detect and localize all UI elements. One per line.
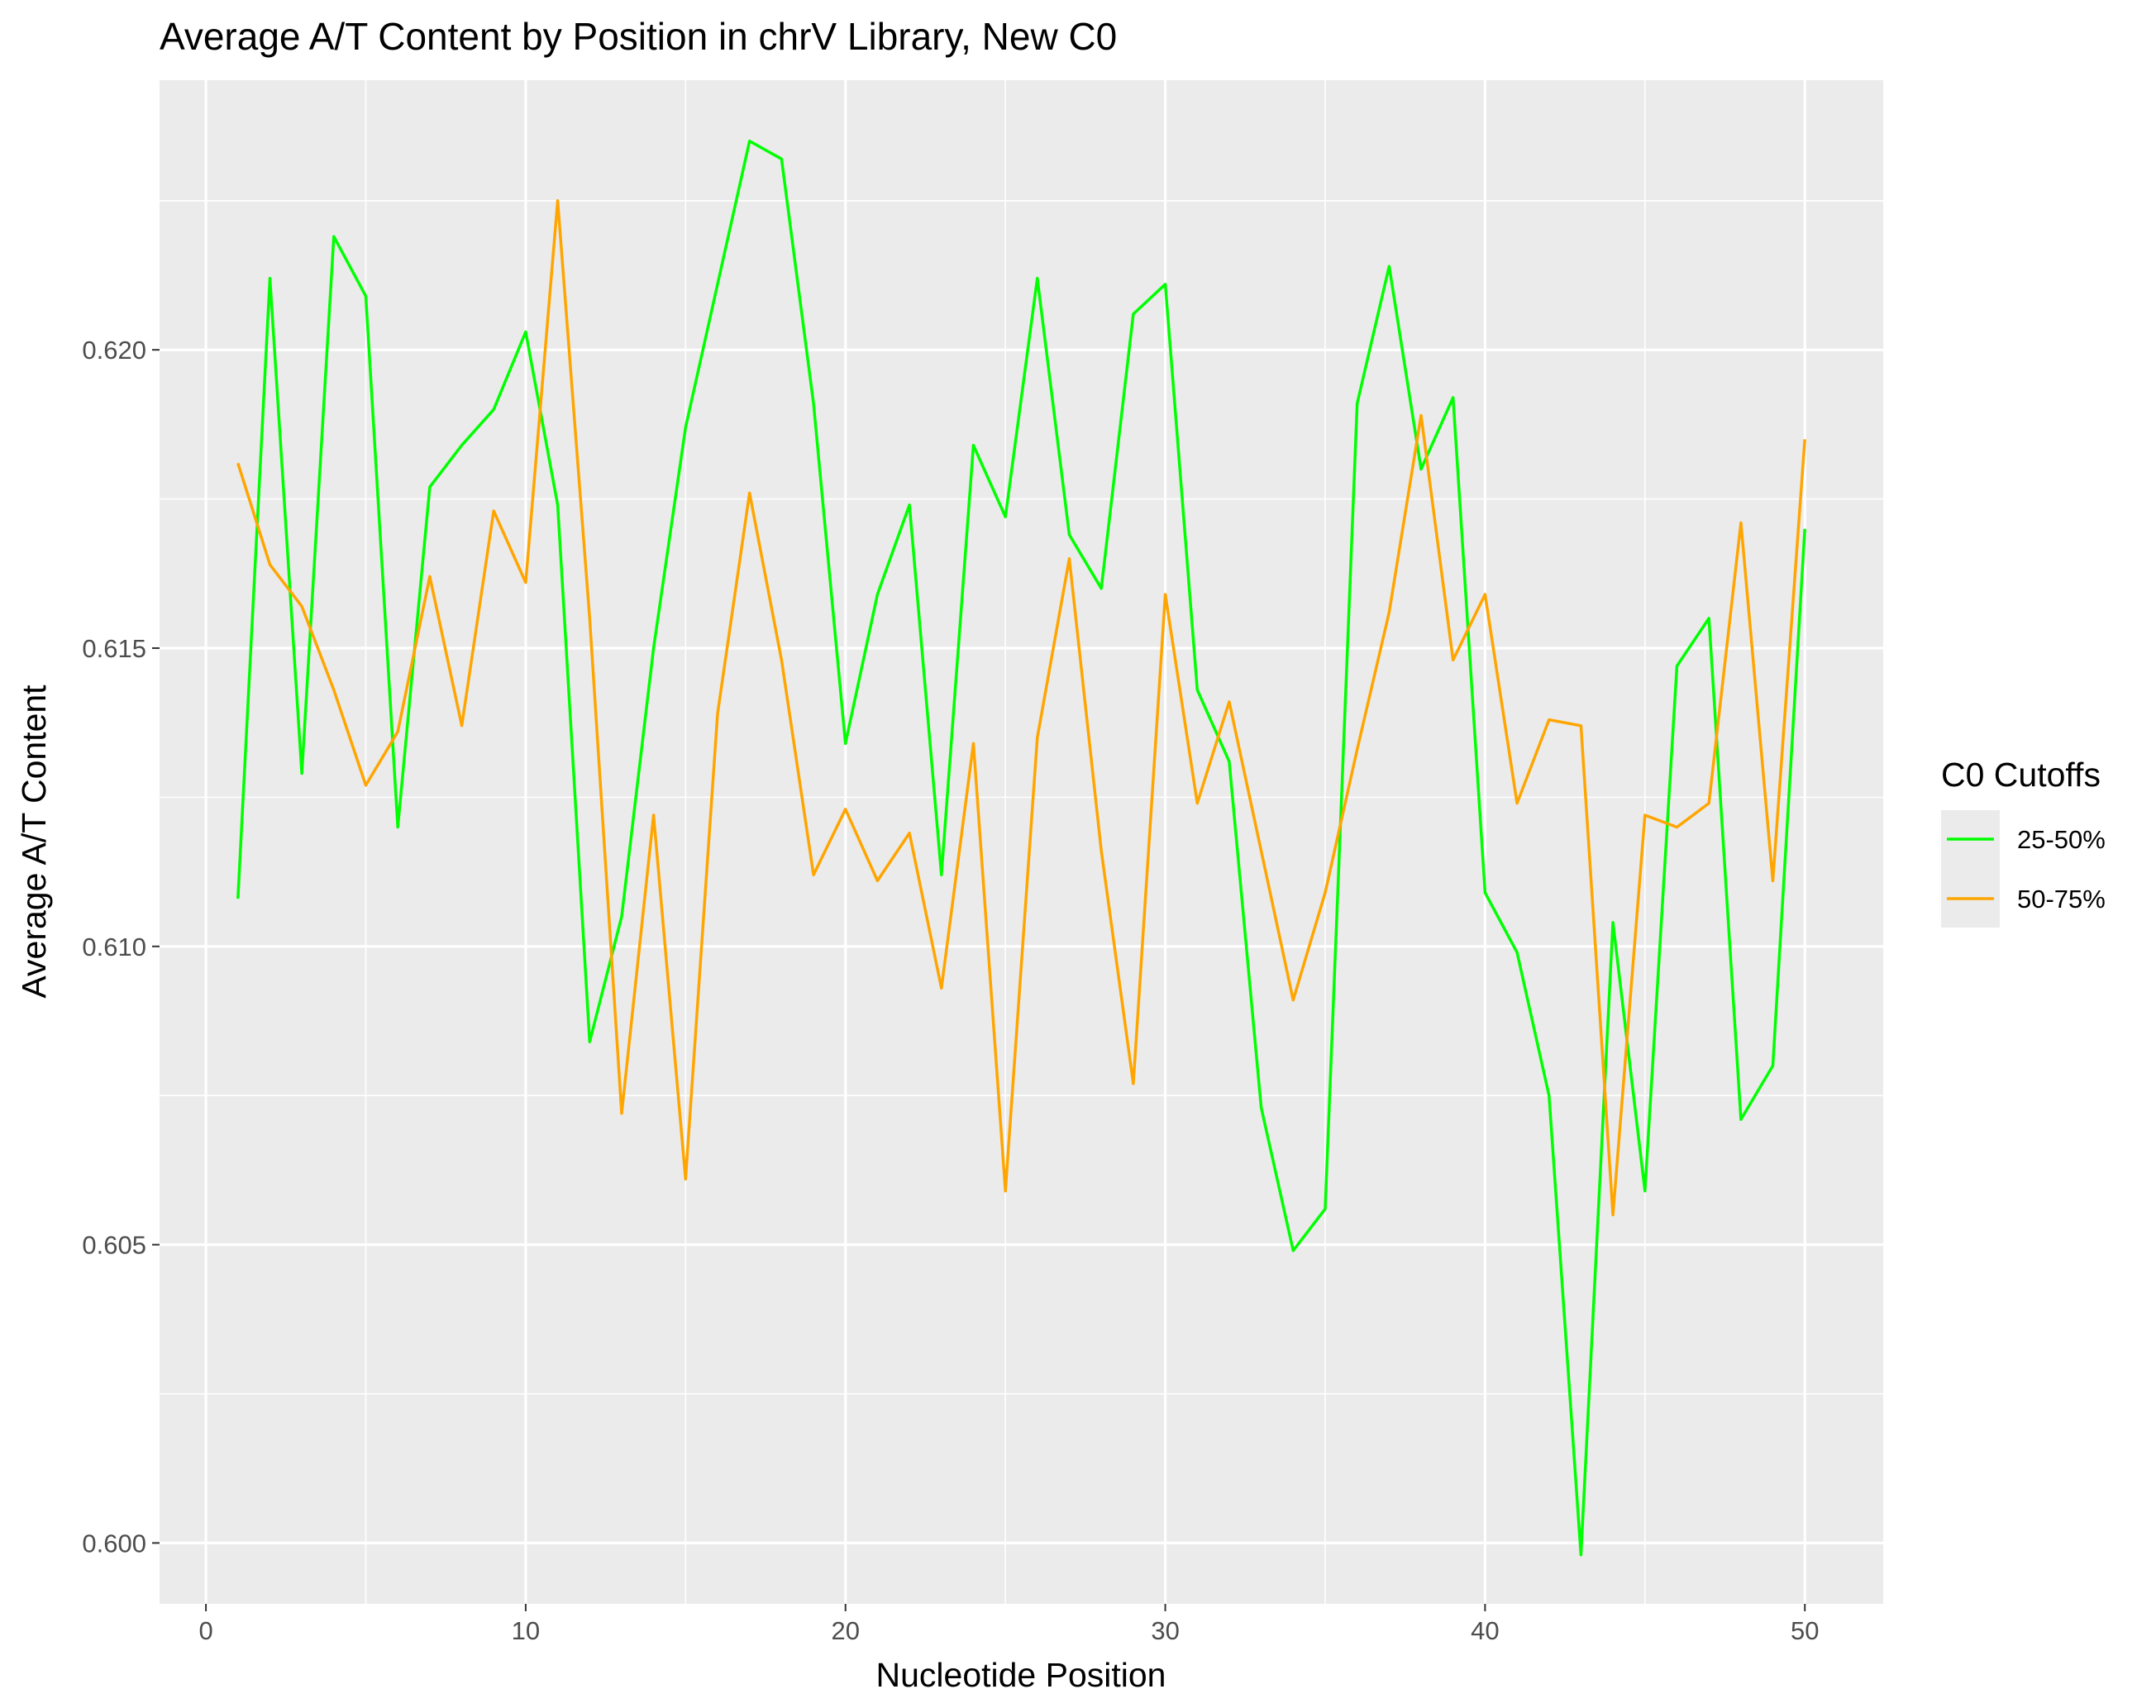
x-tick-label: 20	[832, 1616, 860, 1645]
x-axis-ticks: 0 10 20 30 40 50	[198, 1604, 1819, 1645]
chart-title: Average A/T Content by Position in chrV …	[160, 15, 1117, 58]
y-axis-label: Average A/T Content	[15, 685, 53, 999]
y-tick-label: 0.615	[82, 634, 146, 663]
legend-title: C0 Cutoffs	[1941, 756, 2101, 794]
legend-label: 50-75%	[2017, 885, 2106, 914]
x-tick-label: 10	[512, 1616, 540, 1645]
grid-minor	[160, 80, 1883, 1604]
x-axis-label: Nucleotide Position	[876, 1656, 1166, 1694]
y-tick-label: 0.610	[82, 933, 146, 961]
x-tick-label: 30	[1151, 1616, 1179, 1645]
y-tick-label: 0.605	[82, 1231, 146, 1260]
plot-panel	[160, 80, 1883, 1604]
legend-item-50-75: 50-75%	[1941, 869, 2106, 928]
x-tick-label: 40	[1471, 1616, 1499, 1645]
x-tick-label: 50	[1791, 1616, 1819, 1645]
x-tick-label: 0	[198, 1616, 212, 1645]
series-line-25-50	[236, 139, 1806, 1557]
y-tick-label: 0.600	[82, 1529, 146, 1558]
y-tick-label: 0.620	[82, 336, 146, 365]
y-axis-ticks: 0.600 0.605 0.610 0.615 0.620	[82, 336, 160, 1558]
legend-label: 25-50%	[2017, 825, 2106, 854]
legend-item-25-50: 25-50%	[1941, 810, 2106, 869]
series-line-50-75	[236, 199, 1806, 1217]
legend: C0 Cutoffs 25-50% 50-75%	[1941, 756, 2106, 928]
series-lines	[236, 139, 1806, 1557]
